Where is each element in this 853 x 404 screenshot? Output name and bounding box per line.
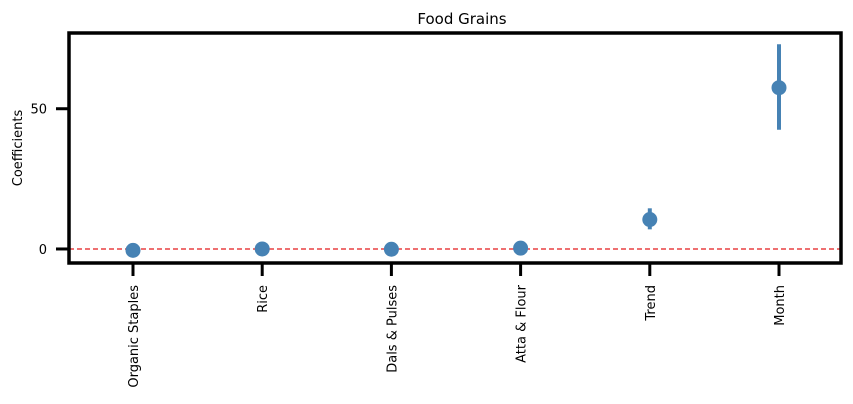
x-tick-label: Atta & Flour (515, 284, 530, 363)
data-marks-layer (125, 44, 787, 258)
plot-frame (67, 31, 843, 265)
x-tick-label: Rice (256, 285, 271, 313)
y-axis-label: Coefficients (11, 110, 26, 187)
data-point (642, 212, 658, 228)
data-point (125, 242, 141, 258)
data-point (254, 241, 270, 257)
x-tick-label: Organic Staples (127, 285, 142, 388)
data-point (771, 80, 787, 96)
data-point (383, 241, 399, 257)
x-tick-label: Dals & Pulses (385, 285, 400, 373)
data-point (513, 240, 529, 256)
axes-layer: 0 50 Organic Staples Rice Dals & Pulses Atta … (30, 31, 843, 388)
y-tick-label: 50 (30, 103, 47, 118)
chart-title: Food Grains (417, 10, 506, 28)
x-tick-label: Month (773, 285, 788, 326)
x-tick-label: Trend (644, 285, 659, 322)
y-tick-label: 0 (39, 243, 47, 258)
